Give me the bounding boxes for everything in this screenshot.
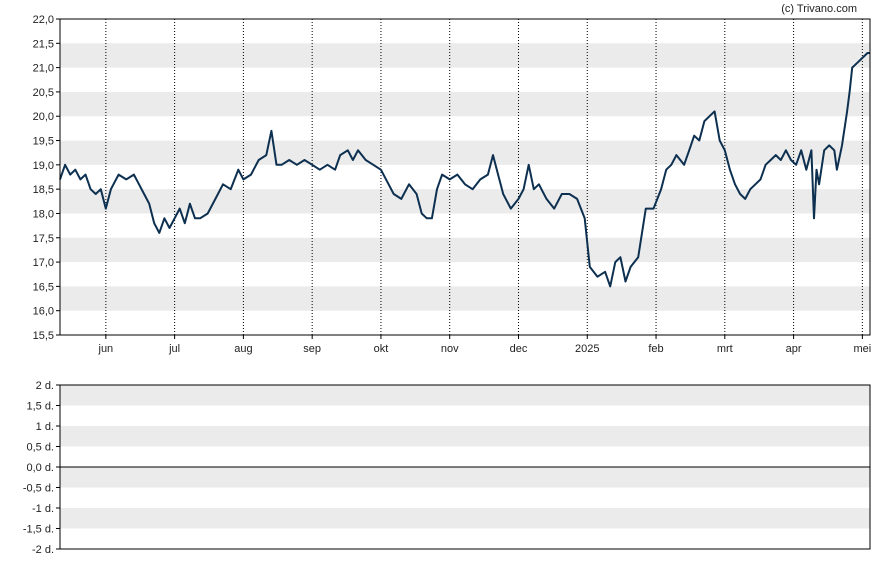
y-tick-label: 22,0: [33, 14, 54, 26]
x-tick-label: nov: [441, 343, 459, 355]
x-tick-label: jul: [168, 343, 180, 355]
x-tick-label: dec: [510, 343, 528, 355]
x-tick-label: jun: [98, 343, 114, 355]
price-grid-band: [60, 189, 870, 214]
price-frame: [59, 18, 871, 336]
x-tick-label: mei: [853, 343, 871, 355]
y-tick-label: 1 d.: [36, 421, 54, 433]
y-tick-label: 19,0: [33, 160, 54, 172]
y-tick-label: -1,5 d.: [23, 524, 54, 536]
credit-text: (c) Trivano.com: [781, 3, 857, 15]
indicator-grid-band: [60, 385, 870, 406]
y-tick-label: 1,5 d.: [26, 401, 54, 413]
y-tick-label: 17,5: [33, 233, 54, 245]
indicator-frame: [59, 384, 871, 550]
x-tick-label: okt: [374, 343, 389, 355]
y-tick-label: -2 d.: [32, 544, 54, 556]
indicator-grid-band: [60, 508, 870, 529]
y-tick-label: 16,5: [33, 281, 54, 293]
price-panel: jun jul aug sep okt nov dec 2025 feb mrt apr mei 15,…: [33, 14, 872, 355]
y-tick-label: 20,0: [33, 111, 54, 123]
price-line: [59, 52, 870, 288]
y-tick-label: 0,5 d.: [26, 442, 54, 454]
y-tick-label: -1 d.: [32, 503, 54, 515]
indicator-grid-band: [60, 467, 870, 488]
x-tick-label: mrt: [717, 343, 733, 355]
x-tick-label: apr: [786, 343, 802, 355]
y-tick-label: 20,5: [33, 87, 54, 99]
y-tick-label: 15,5: [33, 330, 54, 342]
y-tick-label: 18,0: [33, 208, 54, 220]
price-grid-band: [60, 91, 870, 117]
y-tick-label: 21,0: [33, 63, 54, 75]
indicator-grid-band: [60, 426, 870, 447]
price-grid-band: [60, 140, 870, 165]
price-grid-band: [60, 237, 870, 263]
indicator-panel: -2 d. -1,5 d. -1 d. -0,5 d. 0,0 d. 0,5 d. 1 d.…: [23, 380, 871, 556]
y-tick-label: -0,5 d.: [23, 483, 54, 495]
y-tick-label: 0,0 d.: [26, 462, 54, 474]
x-tick-label: aug: [234, 343, 252, 355]
x-tick-label: 2025: [575, 343, 599, 355]
x-tick-label: sep: [303, 343, 321, 355]
price-grid-band: [60, 43, 870, 68]
y-tick-label: 21,5: [33, 38, 54, 50]
x-tick-label: feb: [648, 343, 663, 355]
y-tick-label: 16,0: [33, 306, 54, 318]
y-tick-label: 19,5: [33, 136, 54, 148]
y-tick-label: 2 d.: [36, 380, 54, 392]
price-grid-band: [60, 286, 870, 311]
y-tick-label: 18,5: [33, 184, 54, 196]
y-tick-label: 17,0: [33, 257, 54, 269]
